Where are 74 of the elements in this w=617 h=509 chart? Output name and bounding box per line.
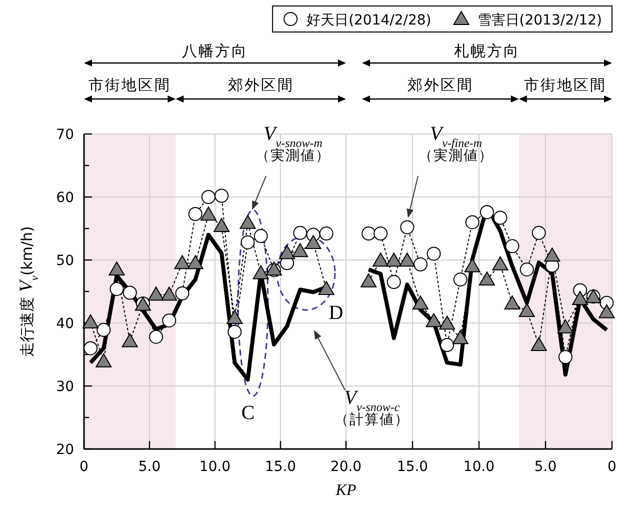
point bbox=[598, 304, 615, 318]
y-tick-label: 30 bbox=[56, 379, 74, 395]
x-tick-label: 0 bbox=[608, 459, 616, 475]
point bbox=[240, 214, 256, 229]
point bbox=[162, 313, 176, 328]
annotation: V$_{v-fine-m}$ （実測値） bbox=[418, 123, 494, 164]
point bbox=[530, 337, 547, 352]
y-tick-label: 70 bbox=[56, 127, 74, 143]
x-tick-label: 20.0 bbox=[330, 459, 362, 475]
point bbox=[518, 303, 535, 318]
point bbox=[412, 295, 428, 310]
point bbox=[399, 252, 416, 267]
text: 郊外区間 bbox=[228, 76, 294, 94]
point bbox=[122, 333, 138, 348]
point bbox=[504, 295, 520, 310]
x-tick-label: 5.0 bbox=[138, 459, 161, 475]
point bbox=[110, 282, 124, 296]
point bbox=[252, 265, 269, 280]
point bbox=[214, 218, 230, 232]
point bbox=[360, 273, 377, 288]
point bbox=[226, 310, 243, 324]
point bbox=[200, 206, 216, 221]
point bbox=[386, 252, 402, 267]
y-tick-label: 20 bbox=[56, 442, 74, 458]
x-tick-label: 0 bbox=[80, 459, 88, 475]
point bbox=[572, 291, 588, 306]
point bbox=[122, 286, 137, 300]
y-tick-label: 40 bbox=[56, 316, 74, 332]
x-axis-title: KP bbox=[334, 482, 356, 499]
point bbox=[452, 330, 468, 344]
annotation: V$_{v-snow-m}$ （実測値） bbox=[256, 123, 330, 164]
point bbox=[478, 272, 495, 286]
y-tick-label: 60 bbox=[56, 190, 74, 206]
point bbox=[96, 322, 111, 337]
legend-label: 雪害日(2013/2/12) bbox=[477, 12, 602, 28]
point bbox=[84, 341, 98, 356]
point bbox=[175, 286, 190, 300]
point bbox=[161, 286, 178, 301]
text: 八幡方向 bbox=[182, 42, 248, 60]
x-tick-label: 5.0 bbox=[534, 459, 557, 475]
annotation: V$_{v-snow-c}$ （計算値） bbox=[334, 387, 410, 428]
point bbox=[558, 350, 572, 364]
point bbox=[292, 243, 308, 258]
point bbox=[557, 319, 574, 334]
point bbox=[532, 226, 546, 240]
text: 市街地区間 bbox=[524, 76, 607, 94]
point bbox=[520, 262, 534, 276]
text: 郊外区間 bbox=[407, 76, 474, 94]
point bbox=[544, 248, 560, 262]
point bbox=[82, 314, 99, 328]
point bbox=[305, 234, 322, 249]
point bbox=[187, 255, 204, 270]
point bbox=[279, 245, 296, 260]
legend-label: 好天日(2014/2/28) bbox=[306, 12, 432, 28]
point bbox=[108, 261, 125, 276]
point bbox=[148, 286, 164, 301]
point bbox=[439, 316, 456, 330]
x-tick-label: 15.0 bbox=[396, 459, 428, 475]
x-tick-label: 10.0 bbox=[199, 459, 231, 475]
point bbox=[372, 252, 389, 267]
point bbox=[149, 330, 164, 344]
point bbox=[96, 353, 112, 368]
point bbox=[464, 258, 480, 272]
annotation: C bbox=[241, 402, 255, 424]
point bbox=[492, 256, 508, 270]
point bbox=[174, 255, 190, 270]
point bbox=[228, 324, 242, 339]
point bbox=[480, 205, 494, 220]
text: 市街地区間 bbox=[88, 76, 172, 94]
x-tick-label: 10.0 bbox=[463, 459, 495, 475]
annotation: D bbox=[328, 302, 344, 324]
y-tick-label: 50 bbox=[56, 253, 74, 269]
x-tick-label: 15.0 bbox=[264, 459, 296, 475]
text: 札幌方向 bbox=[454, 42, 520, 60]
